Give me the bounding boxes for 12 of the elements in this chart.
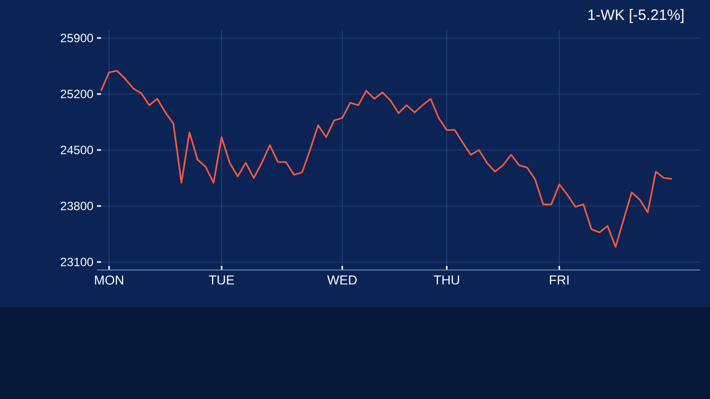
y-tick-label: 23800 xyxy=(60,202,94,210)
x-tick-label: FRI xyxy=(550,276,569,284)
text: 1-WK [-5.21%] xyxy=(588,9,684,23)
x-tick-label: TUE xyxy=(208,276,234,285)
y-tick-label: 24500 xyxy=(60,146,94,154)
x-tick-label: WED xyxy=(327,276,357,284)
line-series xyxy=(100,70,673,248)
y-tick-label: 23100 xyxy=(60,258,94,266)
y-tick-label: 25900 xyxy=(60,34,94,42)
y-tick-label: 25200 xyxy=(60,90,94,98)
x-tick-label: THU xyxy=(434,276,460,285)
x-tick-label: MON xyxy=(95,276,124,285)
